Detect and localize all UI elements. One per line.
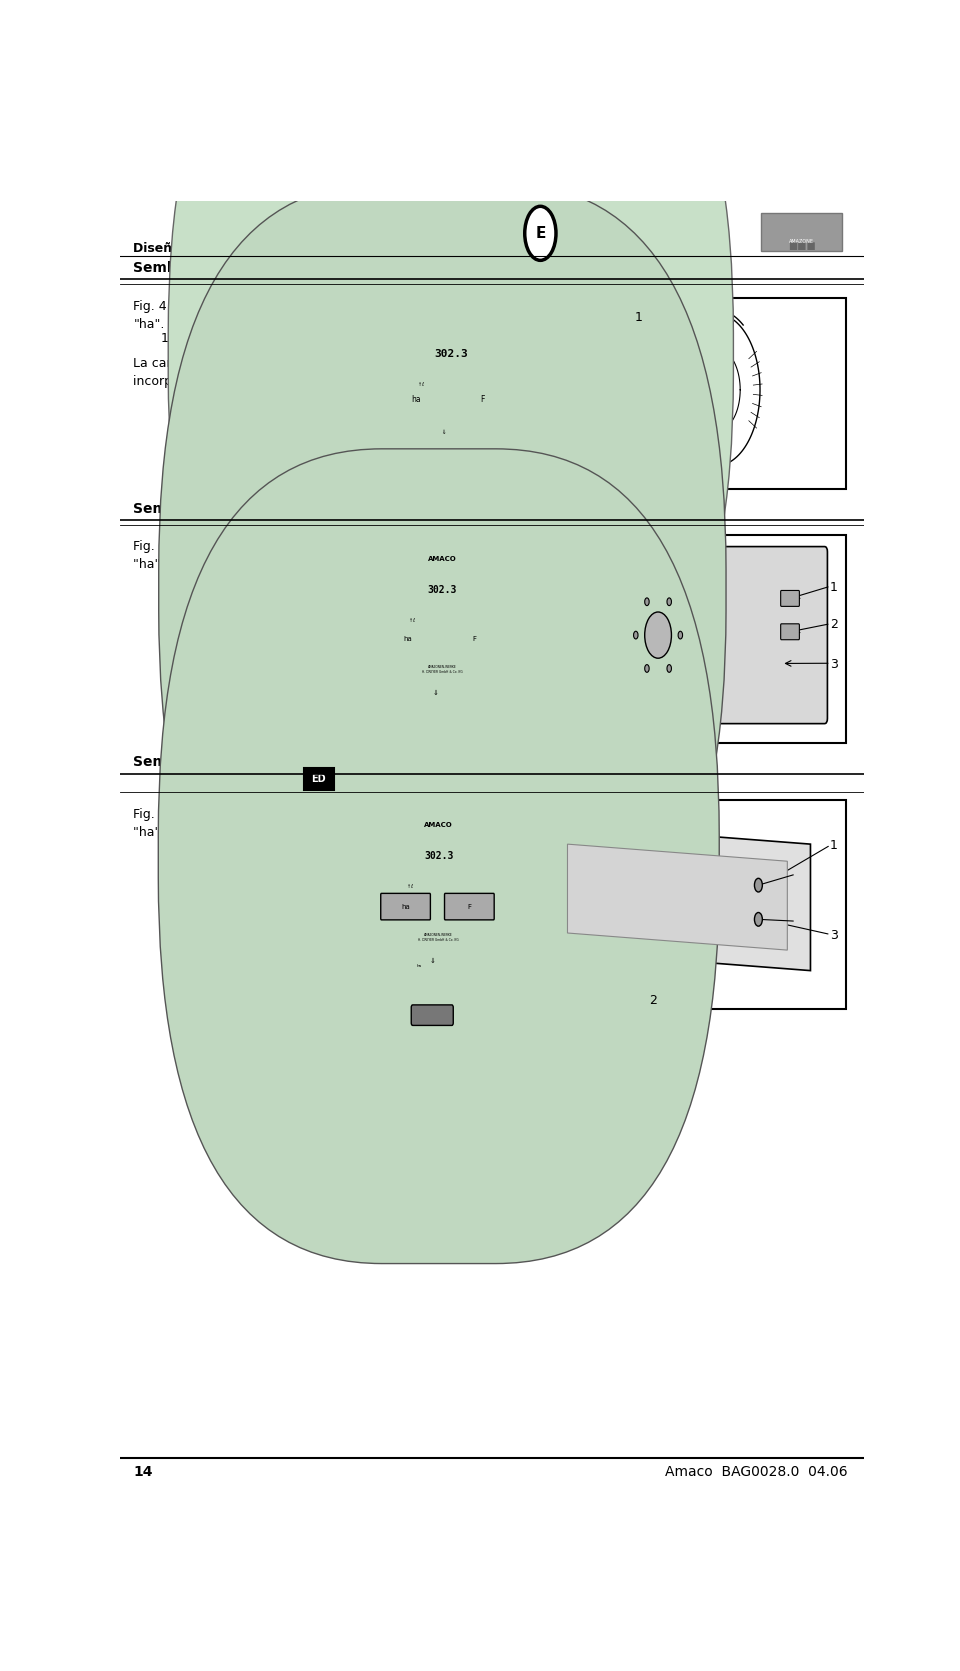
Text: Fig. 6 muestra los puntos de fijación del sensor
"ha" y del imán al eje del engr: Fig. 6 muestra los puntos de fijación de… [133, 807, 429, 839]
Text: Fig. 5: Fig. 5 [475, 752, 509, 765]
Circle shape [645, 665, 649, 672]
FancyBboxPatch shape [381, 319, 520, 451]
Text: 302.3: 302.3 [428, 585, 457, 595]
Text: 302.3: 302.3 [424, 851, 453, 861]
Text: 1: 1 [830, 839, 838, 852]
Text: 302.3: 302.3 [434, 349, 468, 359]
Circle shape [634, 632, 638, 638]
Text: ↑ℓ: ↑ℓ [418, 383, 424, 386]
Text: ⇓: ⇓ [429, 957, 435, 964]
Text: Fig. 4 muestra los puntos de fijación del sensor
"ha".: Fig. 4 muestra los puntos de fijación de… [133, 299, 429, 331]
Text: Diseño y funcionamiento: Diseño y funcionamiento [133, 242, 307, 256]
FancyBboxPatch shape [364, 535, 846, 744]
FancyBboxPatch shape [303, 769, 333, 790]
Text: 14: 14 [133, 1465, 153, 1479]
Circle shape [626, 580, 690, 690]
Text: AMACO: AMACO [428, 556, 457, 561]
FancyBboxPatch shape [421, 468, 468, 490]
FancyBboxPatch shape [444, 894, 494, 919]
Text: 1: 1 [830, 580, 838, 593]
Text: ↑ℓ: ↑ℓ [407, 884, 413, 889]
Text: F: F [480, 396, 485, 404]
Polygon shape [544, 824, 810, 971]
FancyBboxPatch shape [457, 389, 508, 411]
Text: AMAZONE: AMAZONE [789, 239, 814, 244]
FancyBboxPatch shape [448, 627, 501, 652]
Text: AMACO: AMACO [424, 822, 453, 827]
Circle shape [755, 879, 762, 892]
Circle shape [645, 598, 649, 605]
Circle shape [645, 612, 671, 658]
Text: 3.   Eje del engranaje: 3. Eje del engranaje [161, 612, 295, 623]
FancyBboxPatch shape [158, 449, 719, 1263]
Text: 1.   Sensor "ha": 1. Sensor "ha" [161, 333, 259, 344]
Text: Sembradora con tren de engranajes Vario: Sembradora con tren de engranajes Vario [133, 261, 462, 276]
Text: 1.   Sensor "ha": 1. Sensor "ha" [161, 841, 259, 852]
Text: ⇓: ⇓ [442, 429, 446, 434]
Circle shape [667, 598, 671, 605]
FancyBboxPatch shape [535, 546, 828, 724]
FancyBboxPatch shape [391, 389, 443, 411]
FancyBboxPatch shape [414, 735, 458, 755]
Text: Fig. 6: Fig. 6 [475, 1018, 509, 1031]
Text: ↑ℓ: ↑ℓ [409, 618, 416, 623]
FancyBboxPatch shape [372, 543, 514, 719]
Text: AMAZONEN-WERKE
H. DREYER GmbH & Co. KG: AMAZONEN-WERKE H. DREYER GmbH & Co. KG [419, 932, 459, 942]
Text: Amaco  BAG0028.0  04.06: Amaco BAG0028.0 04.06 [665, 1465, 848, 1479]
Text: ha: ha [417, 964, 421, 969]
Text: La carcasa del tren de engranajes Vario
incorpora de serie un imán para el senso: La carcasa del tren de engranajes Vario … [133, 358, 398, 388]
Text: AMAZONEN-WERKE
H. DREYER GmbH & Co. KG: AMAZONEN-WERKE H. DREYER GmbH & Co. KG [422, 665, 463, 673]
FancyBboxPatch shape [364, 800, 846, 1009]
Text: ha: ha [403, 637, 412, 642]
Text: F: F [472, 637, 477, 642]
Circle shape [755, 912, 762, 926]
Text: ■■■: ■■■ [787, 241, 815, 251]
Text: 3.   Eje del engranaje: 3. Eje del engranaje [161, 879, 295, 892]
Text: 3: 3 [830, 658, 838, 670]
Text: Fig. 5 muestra los puntos de fijación del sensor
"ha" y del imán al eje del engr: Fig. 5 muestra los puntos de fijación de… [133, 540, 429, 571]
Text: ha: ha [401, 904, 410, 909]
FancyBboxPatch shape [168, 0, 733, 760]
Circle shape [678, 632, 683, 638]
FancyBboxPatch shape [372, 809, 506, 988]
Text: ED: ED [311, 774, 326, 784]
FancyBboxPatch shape [780, 623, 800, 640]
Text: 2.   Imán: 2. Imán [161, 592, 216, 605]
FancyBboxPatch shape [780, 590, 800, 607]
Polygon shape [567, 844, 787, 951]
Circle shape [525, 206, 556, 261]
Text: 2.   Imán: 2. Imán [161, 859, 216, 872]
Circle shape [667, 665, 671, 672]
Text: F: F [468, 904, 471, 909]
Text: 2: 2 [830, 618, 838, 632]
Text: E: E [535, 226, 545, 241]
FancyBboxPatch shape [158, 184, 726, 998]
Text: 1.   Sensor "ha": 1. Sensor "ha" [161, 573, 259, 585]
Text: 3: 3 [830, 929, 838, 942]
FancyBboxPatch shape [761, 212, 842, 251]
FancyBboxPatch shape [411, 1004, 453, 1026]
FancyBboxPatch shape [381, 894, 430, 919]
Text: Fig. 4: Fig. 4 [475, 498, 509, 511]
Text: 2: 2 [649, 994, 658, 1006]
Text: ha: ha [412, 396, 421, 404]
Text: ⇓: ⇓ [433, 690, 439, 695]
Text: Sembradora con engranaje de doble área: Sembradora con engranaje de doble área [133, 501, 459, 516]
FancyBboxPatch shape [364, 299, 846, 488]
Text: 1: 1 [635, 311, 643, 324]
FancyBboxPatch shape [381, 627, 434, 652]
Text: Sembradora monograno: Sembradora monograno [133, 755, 328, 769]
